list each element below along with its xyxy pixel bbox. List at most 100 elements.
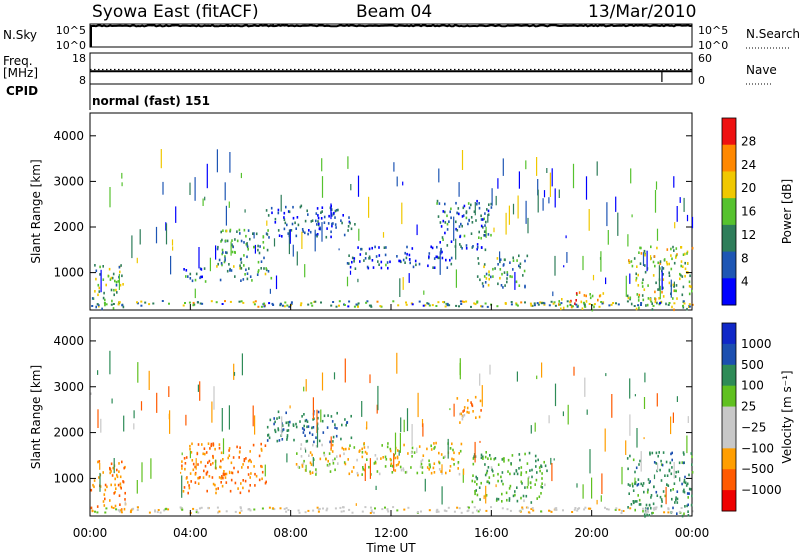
heatmap-cell [484,224,486,227]
heatmap-cell [650,506,652,510]
heatmap-cell [499,260,501,264]
heatmap-cell [224,255,226,258]
heatmap-cell [501,458,504,461]
heatmap-streak [189,182,191,195]
heatmap-cell [199,507,201,510]
heatmap-cell [102,500,105,503]
heatmap-cell [463,300,466,303]
heatmap-streak [634,394,636,397]
heatmap-cell [348,254,350,257]
heatmap-cell [654,300,657,304]
heatmap-cell [496,497,498,501]
heatmap-streak [527,217,529,234]
heatmap-cell [451,457,453,461]
heatmap-cell [307,213,309,216]
heatmap-cell [439,221,442,224]
heatmap-cell [490,457,492,461]
heatmap-cell [507,458,510,462]
heatmap-cell [485,509,488,512]
heatmap-cell [192,301,195,304]
heatmap-cell [309,431,311,435]
heatmap-cell [529,302,532,305]
heatmap-streak [536,157,538,176]
heatmap-cell [629,507,632,510]
heatmap-cell [320,301,322,304]
heatmap-streak [181,475,183,498]
heatmap-streak [455,269,457,288]
heatmap-cell [687,496,689,499]
heatmap-cell [317,510,320,513]
heatmap-cell [264,272,267,276]
heatmap-cell [97,304,100,307]
heatmap-cell [670,247,672,251]
heatmap-cell [402,468,405,472]
heatmap-cell [237,487,239,490]
heatmap-cell [646,509,649,512]
heatmap-cell [462,214,465,217]
heatmap-cell [668,262,670,266]
heatmap-cell [688,492,690,495]
heatmap-cell [682,490,685,493]
heatmap-cell [684,481,687,484]
heatmap-cell [684,261,686,265]
heatmap-streak [606,202,608,227]
heatmap-streak [582,255,584,271]
heatmap-cell [480,409,482,412]
heatmap-cell [637,296,640,299]
heatmap-cell [433,447,435,450]
heatmap-cell [217,511,219,514]
heatmap-cell [417,511,419,514]
heatmap-cell [286,429,289,432]
heatmap-cell [323,414,326,418]
heatmap-cell [544,483,546,487]
heatmap-cell [437,301,440,304]
heatmap-cell [477,510,480,513]
heatmap-streak [90,392,92,395]
heatmap-streak [491,188,493,206]
heatmap-streak [233,363,235,380]
heatmap-cell [400,468,403,472]
heatmap-cell [420,462,423,466]
heatmap-cell [512,494,515,498]
heatmap-cell [199,476,201,479]
heatmap-cell [129,511,132,514]
heatmap-cell [322,431,325,434]
heatmap-cell [503,457,505,460]
heatmap-cell [369,256,371,260]
heatmap-streak [553,458,555,461]
heatmap-cell [245,234,247,238]
heatmap-streak [629,414,631,436]
heatmap-cell [680,507,683,509]
heatmap-cell [366,452,368,455]
heatmap-cell [92,483,94,487]
heatmap-cell [463,234,466,238]
heatmap-cell [509,472,511,476]
heatmap-cell [441,256,444,260]
heatmap-cell [286,438,288,441]
heatmap-cell [322,507,324,510]
heatmap-cell [380,266,383,270]
heatmap-cell [220,481,222,484]
heatmap-cell [217,262,219,266]
heatmap-streak [361,401,363,417]
heatmap-cell [475,489,477,492]
panel-frames [89,23,693,110]
heatmap-streak [586,409,588,415]
heatmap-cell [450,240,453,243]
heatmap-cell [438,461,441,465]
heatmap-cell [309,470,311,474]
heatmap-streak [643,437,645,440]
heatmap-cell [610,303,613,306]
heatmap-cell [236,239,239,243]
heatmap-cell [566,300,569,303]
heatmap-cell [268,506,271,509]
heatmap-cell [466,506,469,509]
cpid-label: CPID [6,84,39,98]
noise-left-tick: 10^0 [56,39,86,52]
heatmap-streak [642,252,645,266]
heatmap-cell [429,463,431,467]
heatmap-cell [682,461,685,465]
heatmap-cell [455,220,457,224]
heatmap-cell [651,308,654,311]
heatmap-cell [486,208,488,211]
